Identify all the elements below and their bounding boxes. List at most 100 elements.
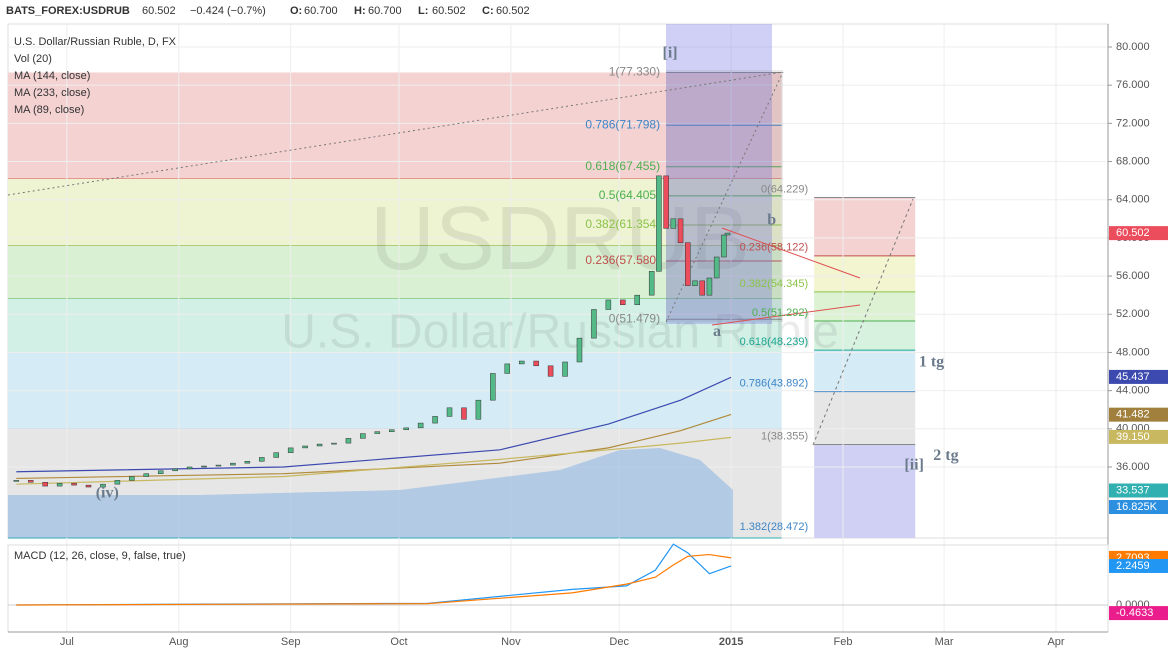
x-tick-label: Sep (281, 636, 301, 648)
y-tick-label: 48.000 (1116, 346, 1150, 358)
fib-band (814, 444, 916, 538)
watermark: USDRUB U.S. Dollar/Russian Ruble (281, 189, 839, 359)
fib-label: 1.382(28.472) (740, 521, 809, 533)
candle-body (374, 431, 381, 434)
fib-label: 0.5(51.292) (752, 307, 808, 319)
candle-body (273, 452, 279, 458)
x-tick-label: Nov (501, 636, 521, 648)
wave-label: (iv) (96, 484, 119, 501)
candle-body (490, 373, 496, 401)
ohlc-key: H: (354, 5, 366, 17)
x-tick-label: Apr (1047, 636, 1064, 648)
price-badge-label: 41.482 (1116, 409, 1150, 421)
volume-area (8, 448, 733, 538)
price-badge-label: 16.825K (1116, 501, 1158, 513)
wave-label: 2 tg (933, 447, 958, 464)
wave-label: [ii] (904, 457, 924, 474)
x-tick-label: Dec (609, 636, 629, 648)
candle-body (620, 299, 626, 305)
wave-label: 1 tg (919, 354, 944, 371)
candle-body (724, 232, 731, 236)
macd-badge-label: 2.2459 (1116, 560, 1150, 572)
candle-body (360, 433, 366, 439)
band (8, 428, 782, 538)
candle-body (518, 360, 525, 365)
trend-dashed (7, 71, 784, 196)
candle-body (547, 365, 554, 377)
fib-label: 0.786(43.892) (740, 378, 809, 390)
y-tick-label: 68.000 (1116, 155, 1150, 167)
macd-badge (1109, 558, 1168, 573)
candle-body (42, 482, 48, 487)
ohlc-key: L: (418, 5, 428, 17)
ohlc-value: 60.502 (432, 5, 466, 17)
x-tick-label: 2015 (719, 636, 743, 648)
candle-body (244, 461, 251, 464)
band (8, 178, 782, 246)
candle-body (475, 399, 482, 420)
y-tick-label: 76.000 (1116, 79, 1150, 91)
macd-badge-label: -0.4633 (1116, 607, 1153, 619)
symbol: BATS_FOREX:USDRUB (6, 5, 130, 17)
candle-body (713, 256, 720, 279)
candle-body (186, 466, 193, 470)
ohlc-key: O: (290, 5, 302, 17)
trend-dashed (812, 198, 914, 446)
candle-body (302, 445, 308, 449)
candle-body (648, 271, 655, 296)
fib-label: 0.382(61.354) (585, 217, 660, 231)
plot: 0(64.229) 0.236(58.122) 0.382(54.345) 0.5(5… (13, 44, 959, 533)
ohlc-key: C: (482, 5, 494, 17)
y-tick-label: 56.000 (1116, 270, 1150, 282)
candle-body (634, 294, 640, 305)
legend-item: U.S. Dollar/Russian Ruble, D, FX (14, 36, 177, 48)
fib-band (814, 391, 916, 445)
trend-line (721, 227, 861, 279)
y-tick-label: 44.000 (1116, 385, 1150, 397)
candle-body (461, 407, 467, 420)
price-badge-label: 39.150 (1116, 431, 1150, 443)
candle-body (201, 465, 207, 468)
price-badge (1109, 483, 1168, 498)
legend-item: MA (89, close) (14, 104, 84, 116)
legend-item: MA (144, close) (14, 70, 90, 82)
fib-label: 0.786(71.798) (585, 117, 660, 131)
candle-body (504, 363, 511, 374)
candle-body (656, 175, 662, 272)
candle-body (71, 482, 77, 486)
trend-line (711, 304, 861, 326)
price-badge-label: 33.537 (1116, 484, 1150, 496)
candle-body (345, 438, 352, 444)
candle-body (685, 242, 691, 286)
fib-label: 0.618(67.455) (585, 159, 660, 173)
fib-label: 0(51.479) (609, 311, 660, 325)
fib-label: 0.382(54.345) (740, 278, 809, 290)
moving-average (16, 436, 732, 485)
fib-band (814, 350, 916, 392)
moving-average (16, 376, 732, 473)
fib-band (814, 255, 916, 292)
x-tick-label: Aug (169, 636, 189, 648)
candle-body (699, 280, 705, 296)
price-badge-label: 45.437 (1116, 371, 1150, 383)
ohlc-value: 60.502 (496, 5, 530, 17)
candle-body (129, 476, 135, 481)
price-badge (1109, 226, 1168, 241)
last-price: 60.502 (142, 5, 176, 17)
candle-body (706, 277, 713, 296)
candle-body (259, 457, 265, 462)
candle-body (56, 482, 63, 487)
macd-title: MACD (12, 26, close, 9, false, true) (14, 550, 186, 562)
candle-body (157, 470, 164, 474)
ohlc-value: 60.700 (304, 5, 338, 17)
candle-body (677, 218, 684, 243)
candle-body (100, 483, 106, 488)
band (8, 298, 782, 353)
legend-item: MA (233, close) (14, 87, 90, 99)
candle-body (417, 422, 424, 429)
watermark-name: U.S. Dollar/Russian Ruble (281, 306, 839, 359)
y-tick-label: 80.000 (1116, 41, 1150, 53)
fib-label: 0.236(58.122) (740, 242, 809, 254)
candle-body (331, 442, 337, 445)
